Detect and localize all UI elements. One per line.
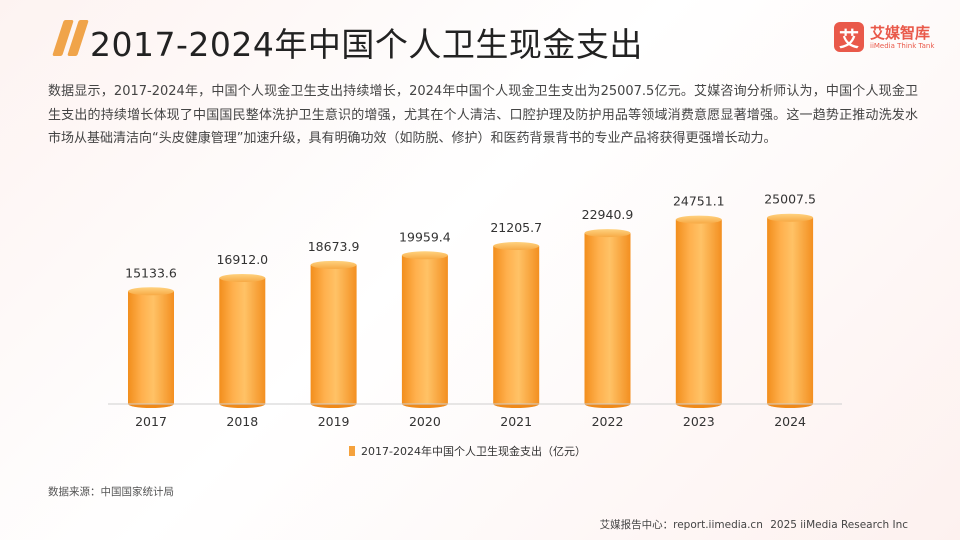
- bar-2023: [675, 215, 722, 408]
- data-source: 数据来源：中国国家统计局: [48, 486, 174, 498]
- bar-top: [584, 229, 631, 238]
- bar-top: [310, 260, 357, 269]
- bar-2020: [401, 251, 448, 408]
- page-title: 2017-2024年中国个人卫生现金支出: [90, 25, 643, 64]
- bar-body: [310, 264, 357, 404]
- bar-top: [401, 251, 448, 260]
- bar-value-label: 21205.7: [490, 220, 542, 235]
- x-tick-label: 2024: [774, 414, 806, 429]
- bar-2019: [310, 260, 357, 408]
- bar-value-label: 15133.6: [125, 265, 177, 280]
- x-tick-label: 2021: [500, 414, 532, 429]
- description-paragraph: 数据显示，2017-2024年，中国个人现金卫生支出持续增长，2024年中国个人…: [48, 84, 918, 146]
- bar-body: [767, 217, 814, 404]
- bar-body: [493, 246, 540, 404]
- x-tick-label: 2019: [318, 414, 350, 429]
- bar-body: [401, 255, 448, 404]
- bar-top: [675, 215, 722, 224]
- brand-logo: 艾 艾媒智库 iiMedia Think Tank: [834, 22, 944, 58]
- bar-top: [493, 242, 540, 251]
- bar-2022: [584, 229, 631, 408]
- footer: 艾媒报告中心：report.iimedia.cn 2025 iiMedia Re…: [596, 517, 908, 532]
- x-tick-label: 2022: [592, 414, 624, 429]
- logo-icon: 艾: [834, 22, 864, 52]
- footer-copyright: 2025 iiMedia Research Inc: [770, 519, 908, 531]
- bar-2018: [219, 274, 266, 408]
- bar-2024: [767, 213, 814, 408]
- bar-value-label: 19959.4: [399, 229, 451, 244]
- bar-top: [128, 287, 174, 296]
- bar-value-label: 25007.5: [764, 192, 816, 207]
- x-tick-label: 2020: [409, 414, 441, 429]
- bar-body: [219, 278, 266, 404]
- x-tick-label: 2018: [226, 414, 258, 429]
- bar-2017: [128, 287, 174, 408]
- bar-value-label: 18673.9: [308, 239, 360, 254]
- bar-value-label: 22940.9: [582, 207, 634, 222]
- bar-body: [584, 233, 631, 404]
- bar-value-label: 24751.1: [673, 194, 725, 209]
- footer-report-center[interactable]: 艾媒报告中心：report.iimedia.cn: [599, 519, 763, 531]
- bar-2021: [493, 242, 540, 408]
- chart-legend: 2017-2024年中国个人卫生现金支出（亿元）: [349, 444, 586, 458]
- legend-swatch: [349, 446, 355, 456]
- bar-value-label: 16912.0: [216, 252, 268, 267]
- bar-top: [219, 274, 266, 283]
- logo-subtitle: iiMedia Think Tank: [870, 42, 935, 50]
- x-tick-label: 2017: [135, 414, 167, 429]
- bar-body: [675, 219, 722, 404]
- x-tick-label: 2023: [683, 414, 715, 429]
- logo-name: 艾媒智库: [870, 24, 931, 42]
- bar-top: [767, 213, 814, 222]
- bar-body: [128, 291, 174, 404]
- legend-label: 2017-2024年中国个人卫生现金支出（亿元）: [361, 444, 586, 458]
